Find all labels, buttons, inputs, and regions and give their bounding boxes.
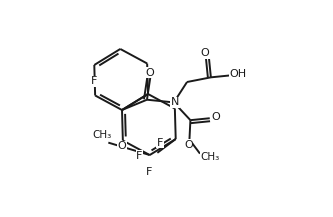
Text: O: O (118, 141, 126, 151)
Text: F: F (146, 167, 153, 177)
Text: O: O (211, 112, 220, 122)
Text: N: N (170, 97, 179, 107)
Text: OH: OH (230, 69, 247, 79)
Text: O: O (184, 140, 193, 150)
Text: CH₃: CH₃ (93, 130, 112, 140)
Text: F: F (157, 138, 163, 148)
Text: F: F (91, 76, 98, 86)
Text: CH₃: CH₃ (200, 152, 219, 162)
Text: F: F (136, 151, 143, 161)
Text: O: O (145, 68, 154, 78)
Text: O: O (200, 48, 209, 58)
